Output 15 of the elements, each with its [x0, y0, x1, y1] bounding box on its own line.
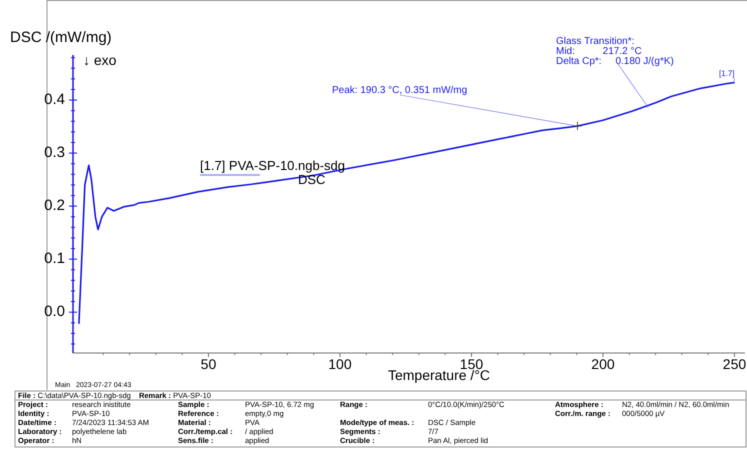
annotation: Peak: 190.3 °C, 0.351 mW/mg	[332, 85, 468, 96]
y-tick-label: 0.0	[44, 303, 65, 320]
y-tick-label: 0.4	[44, 91, 65, 108]
x-tick-label: 100	[328, 356, 352, 372]
x-tick-label: 250	[722, 356, 746, 372]
y-tick-label: 0.1	[44, 250, 65, 268]
x-tick-label: 200	[591, 356, 615, 372]
annotation: Glass Transition*: Mid: 217.2 °C Delta Cp*: 0.180 J/(g*K)	[556, 36, 674, 67]
series-label: [1.7] PVA-SP-10.ngb-sdg DSC	[200, 158, 346, 187]
x-tick-label: 50	[200, 356, 216, 372]
y-tick-label: 0.2	[44, 197, 65, 214]
annotation: [1.7]	[719, 69, 735, 78]
y-tick-label: 0.3	[44, 144, 65, 162]
y-axis-title: DSC /(mW/mg)	[10, 29, 112, 46]
annotation: ↓ exo	[83, 52, 117, 68]
